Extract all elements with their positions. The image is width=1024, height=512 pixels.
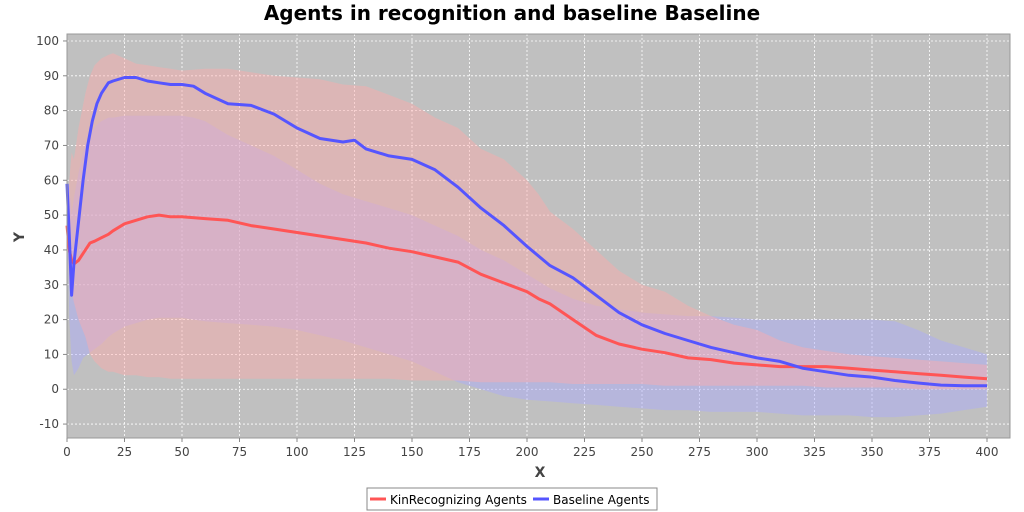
baseline-line [65, 76, 987, 388]
chart-title: Agents in recognition and baseline Basel… [264, 1, 760, 25]
y-tick-label: 90 [44, 69, 59, 83]
grid [66, 34, 1010, 438]
x-tick-label: 50 [174, 445, 189, 459]
x-tick-label: 100 [286, 445, 309, 459]
legend-label-baseline: Baseline Agents [553, 493, 649, 507]
x-tick-label: 275 [688, 445, 711, 459]
x-tick-label: 225 [573, 445, 596, 459]
x-tick-label: 200 [516, 445, 539, 459]
legend-label-kin: KinRecognizing Agents [390, 493, 527, 507]
y-tick-label: 100 [36, 34, 59, 48]
y-tick-label: 30 [44, 278, 59, 292]
series-lines [65, 76, 988, 388]
y-tick-label: 40 [44, 243, 59, 257]
y-tick-label: 80 [44, 104, 59, 118]
x-tick-label: 175 [458, 445, 481, 459]
x-axis-label: X [535, 465, 546, 481]
y-tick-label: 60 [44, 173, 59, 187]
y-axis: -10 0 10 20 30 40 50 60 70 80 90 100 [36, 34, 67, 431]
legend-frame [366, 487, 658, 511]
x-tick-label: 125 [343, 445, 366, 459]
y-axis-label: Y [12, 231, 28, 243]
x-tick-label: 375 [918, 445, 941, 459]
kin-band [67, 53, 987, 390]
x-tick-label: 25 [117, 445, 132, 459]
y-tick-label: 0 [51, 382, 59, 396]
plot-area [65, 33, 1011, 439]
baseline-band [67, 115, 987, 418]
y-tick-label: 70 [44, 138, 59, 152]
x-tick-label: 150 [401, 445, 424, 459]
confidence-bands [67, 53, 987, 418]
y-tick-label: 20 [44, 313, 59, 327]
y-tick-label: 50 [44, 208, 59, 222]
y-tick-label: 10 [44, 347, 59, 361]
x-tick-label: 250 [631, 445, 654, 459]
legend: KinRecognizing Agents Baseline Agents [366, 487, 658, 511]
kin-line [65, 213, 988, 381]
x-axis: 0 25 50 75 100 125 150 175 200 225 250 275 300 325 350… [63, 438, 998, 459]
x-tick-label: 300 [746, 445, 769, 459]
x-tick-label: 0 [63, 445, 71, 459]
x-tick-label: 400 [976, 445, 999, 459]
x-tick-label: 350 [861, 445, 884, 459]
plot-frame [66, 33, 1011, 439]
y-tick-label: -10 [39, 417, 59, 431]
x-tick-label: 75 [232, 445, 247, 459]
x-tick-label: 325 [803, 445, 826, 459]
